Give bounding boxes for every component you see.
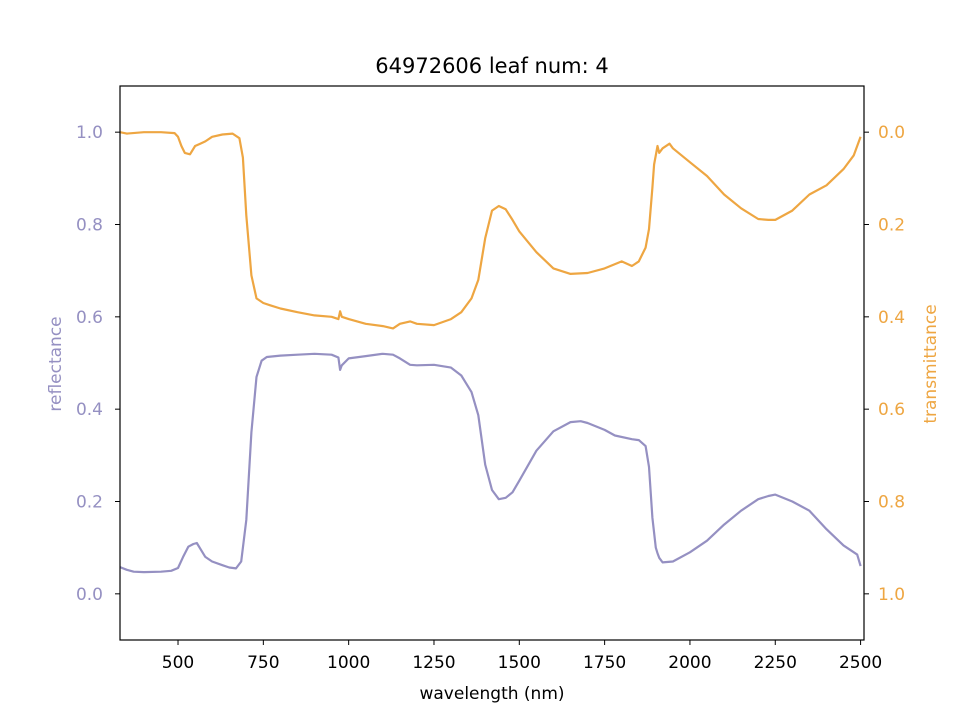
left-y-tick-label: 0.6	[76, 308, 103, 328]
x-tick-label: 1500	[498, 653, 541, 673]
right-y-axis: 0.0 0.2 0.4 0.6 0.8 1.0	[864, 123, 905, 605]
x-tick-label: 2000	[668, 653, 711, 673]
x-tick-label: 1750	[583, 653, 626, 673]
right-y-tick-label: 0.4	[878, 308, 905, 328]
x-tick-label: 2500	[839, 653, 882, 673]
right-y-tick-label: 1.0	[878, 585, 905, 605]
left-y-tick-label: 1.0	[76, 123, 103, 143]
x-tick-label: 1250	[412, 653, 455, 673]
right-y-tick-label: 0.2	[878, 216, 905, 236]
transmittance-line	[119, 131, 862, 330]
reflectance-line	[119, 352, 862, 574]
chart-title: 64972606 leaf num: 4	[375, 54, 608, 78]
x-tick-label: 1000	[327, 653, 370, 673]
left-y-tick-label: 0.0	[76, 585, 103, 605]
plot-area	[119, 131, 862, 574]
right-y-axis-label: transmittance	[921, 304, 941, 423]
x-tick-label: 500	[162, 653, 194, 673]
x-tick-label: 2250	[754, 653, 797, 673]
x-axis: 500 750 1000 1250 1500 1750 2000 2250 2500	[162, 640, 882, 673]
left-y-axis: 0.0 0.2 0.4 0.6 0.8 1.0	[76, 123, 120, 605]
plot-frame	[119, 85, 865, 641]
left-y-tick-label: 0.8	[76, 216, 103, 236]
x-axis-label: wavelength (nm)	[419, 684, 564, 704]
right-y-tick-label: 0.8	[878, 493, 905, 513]
left-y-tick-label: 0.2	[76, 493, 103, 513]
left-y-tick-label: 0.4	[76, 400, 103, 420]
right-y-tick-label: 0.0	[878, 123, 905, 143]
x-tick-label: 750	[247, 653, 279, 673]
left-y-axis-label: reflectance	[46, 316, 66, 411]
right-y-tick-label: 0.6	[878, 400, 905, 420]
